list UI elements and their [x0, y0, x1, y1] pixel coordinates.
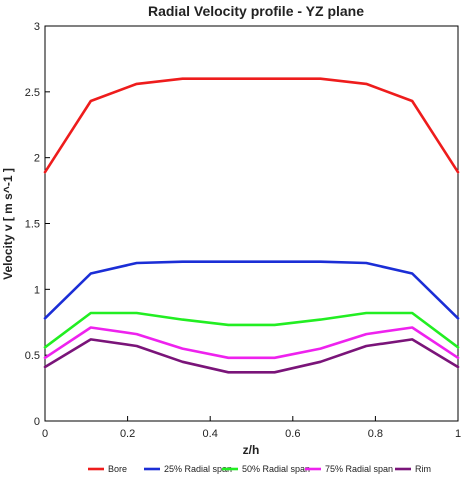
x-axis-label: z/h [243, 443, 260, 457]
plot-border [44, 25, 459, 422]
y-tick-label: 1.5 [25, 219, 40, 231]
chart-title: Radial Velocity profile - YZ plane [148, 3, 364, 19]
x-tick-label: 0.4 [203, 428, 218, 440]
plot-frame [44, 25, 459, 422]
x-tick-label: 0.6 [285, 428, 300, 440]
x-tick-label: 0.8 [368, 428, 383, 440]
y-axis-label: Velocity v [ m s^-1 ] [1, 168, 15, 280]
series-line-75-radial-span [43, 326, 460, 360]
legend-label: 50% Radial span [242, 464, 310, 474]
x-tick-label: 1 [455, 428, 461, 440]
legend: Bore 25% Radial span 50% Radial span 75% Ra… [88, 464, 431, 474]
x-axis-ticks: 0 0.2 0.4 0.6 0.8 1 [42, 416, 461, 440]
series-line-50-radial-span [43, 311, 460, 349]
series-line-bore [43, 77, 460, 174]
legend-label: Bore [108, 464, 127, 474]
legend-label: Rim [415, 464, 431, 474]
x-tick-label: 0 [42, 428, 48, 440]
y-tick-label: 1 [34, 284, 40, 296]
y-axis-ticks: 0 0.5 1 1.5 2 2.5 3 [25, 21, 50, 428]
legend-label: 25% Radial span [164, 464, 232, 474]
series-lines [43, 77, 460, 374]
y-tick-label: 2 [34, 153, 40, 165]
series-line-25-radial-span [43, 260, 460, 320]
y-tick-label: 0.5 [25, 350, 40, 362]
y-tick-label: 0 [34, 416, 40, 428]
legend-label: 75% Radial span [325, 464, 393, 474]
y-tick-label: 2.5 [25, 87, 40, 99]
x-tick-label: 0.2 [120, 428, 135, 440]
series-line-rim [43, 338, 460, 374]
y-tick-label: 3 [34, 21, 40, 33]
